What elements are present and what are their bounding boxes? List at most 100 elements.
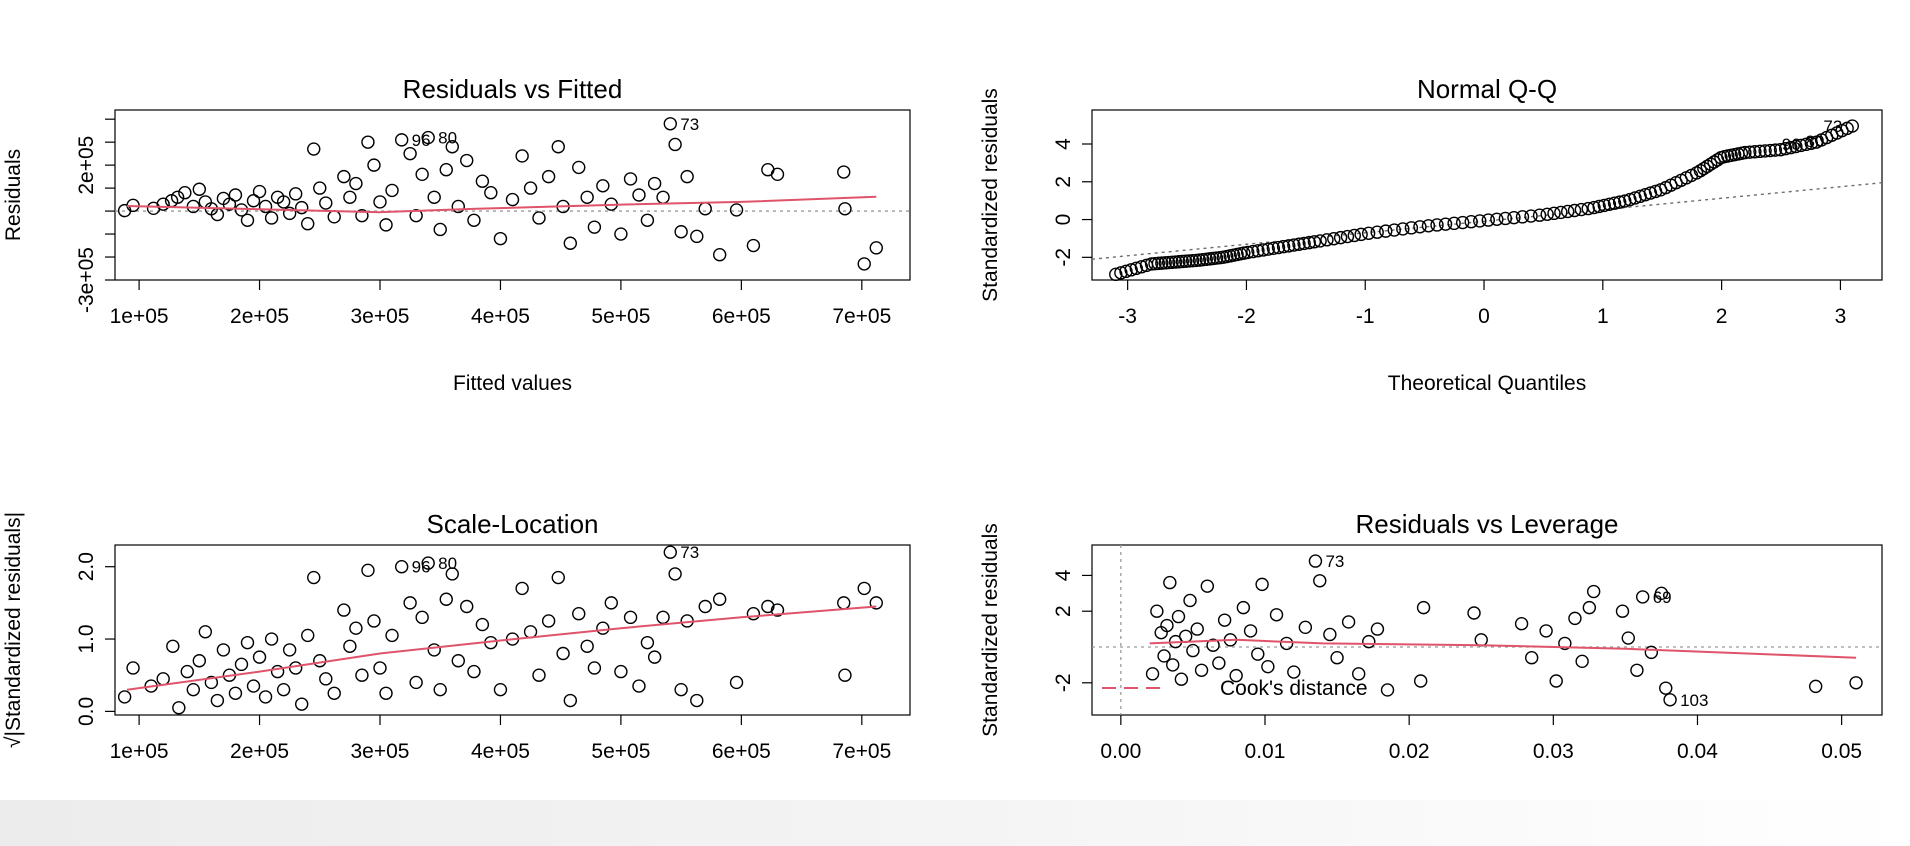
data-point <box>1413 220 1427 234</box>
data-point <box>551 140 565 154</box>
x-tick-label: 0.00 <box>1100 740 1141 763</box>
point-id-label: 73 <box>1823 117 1842 136</box>
data-point <box>1190 622 1204 636</box>
data-point <box>1630 663 1644 677</box>
data-point <box>1438 217 1453 231</box>
x-tick-label: 1 <box>1597 305 1609 328</box>
point-id-label: 73 <box>680 115 699 134</box>
data-point <box>1261 242 1275 256</box>
data-point <box>1341 615 1356 629</box>
y-tick-label: 2 <box>1052 176 1075 188</box>
data-point <box>1654 586 1669 601</box>
data-point <box>640 213 655 227</box>
point-id-label: 69 <box>1653 588 1672 607</box>
data-point <box>674 225 688 239</box>
y-tick-label: -3e+05 <box>75 247 98 313</box>
data-point <box>1370 225 1384 239</box>
data-point <box>1327 232 1341 246</box>
x-tick-label: 6e+05 <box>712 305 771 328</box>
data-point <box>1758 144 1772 158</box>
data-point <box>729 675 744 690</box>
data-point <box>1794 138 1808 153</box>
point-id-label: 96 <box>1782 135 1801 154</box>
smoother-line <box>126 195 877 214</box>
plot-title: Residuals vs Leverage <box>1355 509 1618 539</box>
y-tick-label: -2 <box>1052 673 1075 692</box>
data-point <box>869 241 883 255</box>
data-point <box>1447 216 1461 231</box>
data-point <box>409 208 423 223</box>
data-point <box>222 197 237 211</box>
x-axis-label: Fitted values <box>453 372 572 395</box>
data-point <box>1145 667 1160 681</box>
y-tick-label: 4 <box>1052 569 1075 581</box>
data-point <box>572 160 586 175</box>
data-point <box>596 621 610 635</box>
data-point <box>770 603 785 617</box>
data-point <box>361 563 375 578</box>
data-point <box>1659 681 1673 695</box>
data-point <box>1663 693 1677 707</box>
data-point <box>1700 159 1714 174</box>
data-point <box>252 184 267 199</box>
data-point <box>838 202 852 216</box>
data-point <box>327 210 341 224</box>
data-point <box>515 149 529 163</box>
data-point <box>1467 606 1481 620</box>
data-point <box>1455 215 1470 230</box>
data-point <box>1362 634 1376 649</box>
data-point <box>1430 218 1444 232</box>
data-point <box>327 686 341 700</box>
data-point <box>532 668 546 682</box>
data-point <box>869 596 883 610</box>
data-point <box>192 654 207 668</box>
data-point <box>394 133 409 147</box>
data-point <box>186 682 200 697</box>
data-point <box>515 581 529 596</box>
data-point <box>1307 235 1322 249</box>
plot-frame <box>114 109 911 281</box>
data-point <box>1351 667 1366 681</box>
data-point <box>563 693 578 708</box>
data-point <box>1361 226 1376 240</box>
data-point <box>415 610 429 625</box>
data-point <box>126 661 140 675</box>
data-point <box>240 213 255 227</box>
x-tick-label: 4e+05 <box>471 305 530 328</box>
data-point <box>421 130 435 145</box>
data-point <box>295 200 309 215</box>
y-axis-label: Residuals <box>2 149 25 241</box>
data-point <box>1515 210 1530 224</box>
data-point <box>1697 161 1711 176</box>
data-point <box>409 675 423 690</box>
data-point <box>1416 600 1431 615</box>
data-point <box>307 142 321 156</box>
data-point <box>1514 617 1529 631</box>
data-point <box>252 650 267 664</box>
window-bottom-fade <box>0 800 1910 846</box>
panel-2: Normal Q-Q Theoretical Quantiles Standardi… <box>979 74 1883 395</box>
panel-4: Residuals vs LeverageLeverageStandardize… <box>979 509 1883 830</box>
data-point <box>166 639 180 653</box>
x-tick-label: 2e+05 <box>230 305 289 328</box>
cooks-distance-legend-label: Cook's distance <box>1220 677 1368 700</box>
data-point <box>1150 604 1164 618</box>
data-point <box>1292 237 1306 251</box>
data-point <box>1114 266 1128 280</box>
data-point <box>178 186 192 200</box>
plot-frame <box>114 544 911 716</box>
data-point <box>276 682 291 697</box>
data-point <box>1474 633 1488 647</box>
data-point <box>1134 260 1149 274</box>
data-point <box>1287 665 1301 679</box>
data-point <box>355 208 369 223</box>
data-point <box>1587 200 1601 215</box>
data-point <box>746 238 761 253</box>
plot-title: Normal Q-Q <box>1417 74 1557 104</box>
data-point <box>1753 144 1767 159</box>
data-point <box>1269 608 1284 622</box>
data-point <box>246 679 261 693</box>
data-point <box>172 701 186 715</box>
data-point <box>1323 627 1337 642</box>
